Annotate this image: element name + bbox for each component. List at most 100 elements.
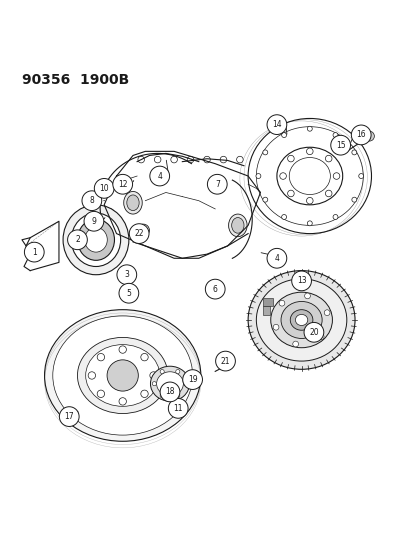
- Ellipse shape: [126, 195, 139, 211]
- Ellipse shape: [77, 219, 114, 260]
- Text: 20: 20: [309, 328, 318, 337]
- Circle shape: [304, 293, 310, 299]
- Circle shape: [82, 191, 102, 211]
- Ellipse shape: [290, 310, 312, 330]
- Text: 19: 19: [188, 375, 197, 384]
- Ellipse shape: [45, 310, 200, 441]
- Circle shape: [332, 214, 337, 220]
- Circle shape: [278, 300, 284, 306]
- Text: 21: 21: [220, 357, 230, 366]
- Circle shape: [323, 310, 329, 316]
- Text: 7: 7: [214, 180, 219, 189]
- Bar: [262, 298, 272, 305]
- Text: 9: 9: [91, 217, 96, 226]
- Circle shape: [332, 133, 337, 138]
- Circle shape: [24, 242, 44, 262]
- Circle shape: [88, 372, 95, 379]
- Circle shape: [150, 166, 169, 186]
- Circle shape: [59, 407, 79, 426]
- Ellipse shape: [71, 213, 120, 266]
- Circle shape: [168, 399, 188, 418]
- Circle shape: [138, 156, 144, 163]
- Circle shape: [97, 390, 104, 398]
- Ellipse shape: [247, 271, 354, 369]
- Circle shape: [351, 150, 356, 155]
- Circle shape: [332, 173, 339, 179]
- Circle shape: [273, 325, 278, 330]
- Text: 3: 3: [124, 270, 129, 279]
- Circle shape: [236, 156, 242, 163]
- Circle shape: [325, 155, 331, 162]
- Text: 14: 14: [271, 120, 281, 129]
- Circle shape: [281, 214, 286, 220]
- Circle shape: [220, 156, 226, 163]
- Circle shape: [152, 382, 156, 386]
- Circle shape: [119, 284, 138, 303]
- Text: 10: 10: [99, 184, 109, 193]
- Circle shape: [176, 369, 179, 374]
- Circle shape: [262, 197, 267, 202]
- Circle shape: [207, 174, 227, 194]
- Circle shape: [303, 322, 323, 342]
- Ellipse shape: [228, 214, 247, 237]
- Circle shape: [203, 156, 210, 163]
- Circle shape: [94, 179, 114, 198]
- Text: 2: 2: [75, 235, 80, 244]
- Circle shape: [171, 156, 177, 163]
- Circle shape: [351, 197, 356, 202]
- Ellipse shape: [280, 302, 321, 338]
- Circle shape: [281, 133, 286, 138]
- Circle shape: [330, 135, 350, 155]
- Circle shape: [150, 372, 157, 379]
- Circle shape: [306, 221, 311, 226]
- Circle shape: [119, 398, 126, 405]
- Circle shape: [116, 265, 136, 285]
- Circle shape: [119, 346, 126, 353]
- Text: 90356  1900B: 90356 1900B: [22, 73, 129, 87]
- Circle shape: [291, 271, 311, 291]
- Circle shape: [306, 148, 312, 155]
- Ellipse shape: [123, 191, 142, 214]
- Circle shape: [129, 224, 149, 244]
- Text: 4: 4: [157, 172, 162, 181]
- Ellipse shape: [156, 372, 183, 395]
- Circle shape: [306, 197, 312, 204]
- Text: 12: 12: [118, 180, 127, 189]
- Circle shape: [351, 125, 370, 145]
- Circle shape: [97, 353, 104, 361]
- Circle shape: [67, 230, 87, 249]
- Text: 13: 13: [296, 277, 306, 285]
- Circle shape: [318, 334, 323, 340]
- Ellipse shape: [150, 366, 189, 401]
- Ellipse shape: [256, 279, 346, 361]
- Text: 8: 8: [89, 196, 94, 205]
- Ellipse shape: [106, 209, 115, 221]
- Circle shape: [306, 126, 311, 131]
- Circle shape: [363, 131, 373, 141]
- Circle shape: [84, 212, 104, 231]
- Circle shape: [160, 394, 164, 398]
- Text: 22: 22: [134, 229, 144, 238]
- Circle shape: [160, 382, 179, 402]
- Text: 4: 4: [274, 254, 279, 263]
- Circle shape: [154, 156, 161, 163]
- Text: 5: 5: [126, 289, 131, 298]
- Text: 15: 15: [335, 141, 344, 150]
- Text: 18: 18: [165, 387, 174, 397]
- Circle shape: [222, 361, 230, 369]
- Circle shape: [279, 173, 286, 179]
- Bar: [262, 306, 269, 315]
- Circle shape: [160, 369, 164, 374]
- Circle shape: [107, 360, 138, 391]
- Circle shape: [123, 290, 130, 296]
- Ellipse shape: [231, 217, 243, 233]
- Circle shape: [187, 156, 193, 163]
- Circle shape: [137, 224, 149, 237]
- Circle shape: [262, 150, 267, 155]
- Circle shape: [140, 390, 148, 398]
- Ellipse shape: [63, 205, 128, 274]
- Circle shape: [287, 190, 294, 197]
- Ellipse shape: [295, 314, 307, 326]
- Ellipse shape: [84, 228, 107, 252]
- Circle shape: [255, 174, 260, 179]
